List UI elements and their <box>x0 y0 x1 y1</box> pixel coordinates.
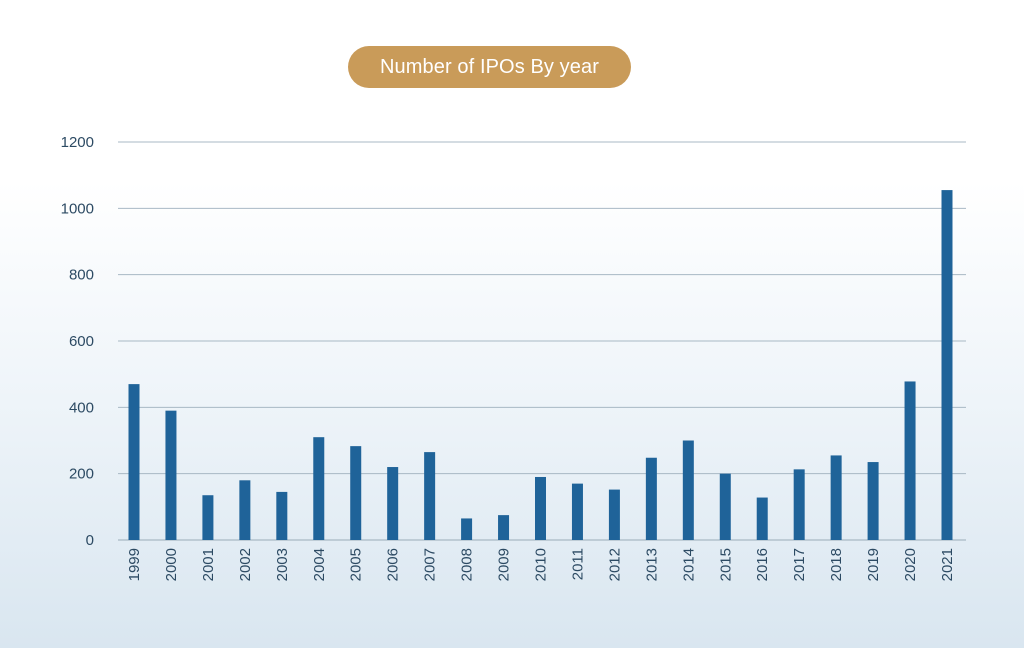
y-tick-label: 800 <box>69 267 94 284</box>
bar-2000 <box>165 410 177 540</box>
bar-2012 <box>608 489 620 540</box>
bar-2015 <box>719 473 731 540</box>
x-tick-label: 2021 <box>939 548 956 581</box>
x-tick-label: 2012 <box>606 548 623 581</box>
y-tick-label: 1200 <box>61 134 94 151</box>
x-tick-label: 2017 <box>791 548 808 581</box>
bar-2019 <box>867 462 879 540</box>
x-tick-label: 2003 <box>274 548 291 581</box>
bar-2006 <box>387 467 399 540</box>
bar-2005 <box>350 446 362 540</box>
x-tick-label: 2013 <box>643 548 660 581</box>
bar-2010 <box>535 476 546 540</box>
x-tick-label: 2019 <box>865 548 882 581</box>
bar-2008 <box>461 518 473 540</box>
bar-2009 <box>498 515 510 540</box>
x-tick-label: 2020 <box>902 548 919 581</box>
x-tick-label: 2002 <box>237 548 254 581</box>
x-tick-label: 2007 <box>422 548 439 581</box>
y-tick-label: 1000 <box>61 200 94 217</box>
bar-2004 <box>313 437 325 540</box>
x-tick-label: 2000 <box>163 548 180 581</box>
x-tick-label: 2001 <box>200 548 217 581</box>
bar-2016 <box>756 497 768 540</box>
chart-title: Number of IPOs By year <box>380 55 599 78</box>
x-tick-label: 1999 <box>126 548 143 581</box>
bar-2020 <box>904 381 916 540</box>
bar-2007 <box>424 452 436 540</box>
y-tick-label: 200 <box>69 466 94 483</box>
x-tick-label: 2005 <box>348 548 365 581</box>
x-tick-label: 2018 <box>828 548 845 581</box>
x-tick-label: 2011 <box>569 548 586 580</box>
x-tick-label: 2010 <box>533 548 550 581</box>
y-tick-label: 0 <box>86 532 94 549</box>
x-tick-label: 2014 <box>680 548 697 581</box>
x-tick-label: 2004 <box>311 548 328 581</box>
bar-2011 <box>571 483 583 540</box>
bars <box>128 190 953 540</box>
y-tick-label: 400 <box>69 399 94 416</box>
bar-2013 <box>645 457 657 540</box>
x-tick-label: 2006 <box>385 548 402 581</box>
y-axis-ticks: 0 200 400 600 800 1000 1200 <box>61 134 94 549</box>
x-tick-label: 2009 <box>496 548 513 581</box>
y-tick-label: 600 <box>69 333 94 350</box>
x-tick-label: 2016 <box>754 548 771 581</box>
x-tick-label: 2008 <box>459 548 476 581</box>
bar-1999 <box>128 384 140 540</box>
bar-2018 <box>830 455 842 540</box>
bar-2021 <box>941 190 953 540</box>
x-tick-label: 2015 <box>717 548 734 581</box>
bar-2017 <box>793 469 805 540</box>
x-axis-ticks: 1999 2000 2001 2002 2003 2004 2005 2006 2007 2008… <box>126 548 956 581</box>
bar-2003 <box>276 491 288 540</box>
bar-2002 <box>239 480 251 540</box>
chart-title-badge: Number of IPOs By year <box>348 46 631 88</box>
bar-2001 <box>202 495 214 540</box>
bar-2014 <box>682 440 694 540</box>
